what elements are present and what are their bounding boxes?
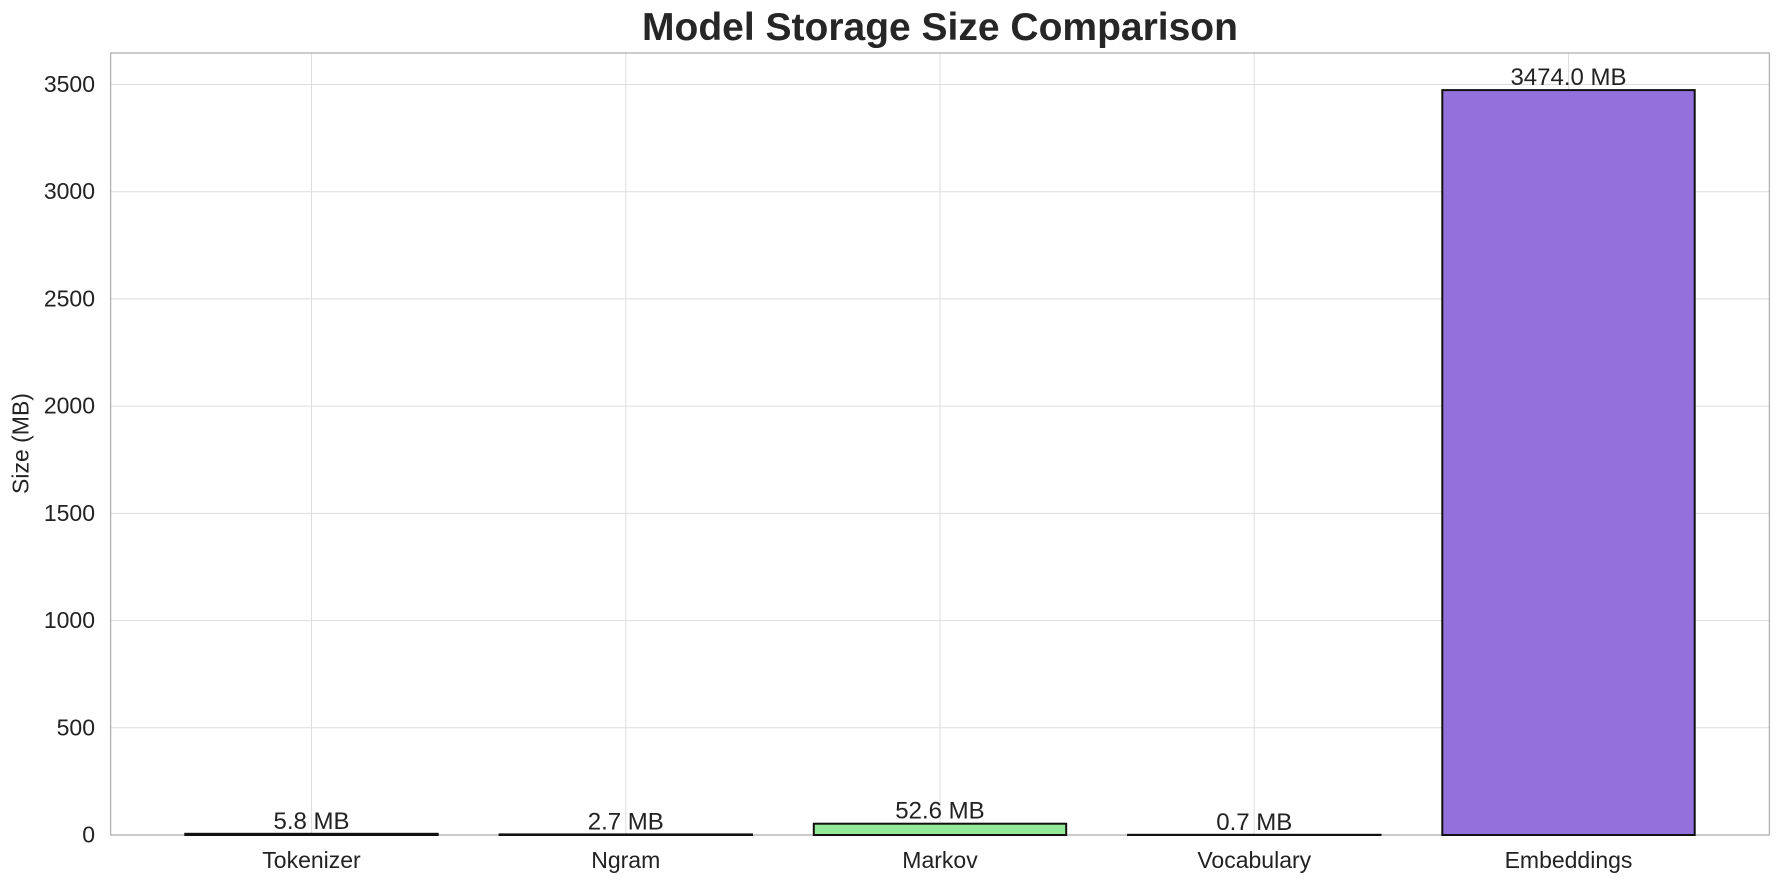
svg-text:0: 0	[82, 822, 95, 848]
svg-text:Ngram: Ngram	[591, 847, 660, 873]
svg-text:1000: 1000	[44, 607, 95, 633]
svg-text:52.6 MB: 52.6 MB	[895, 798, 984, 825]
svg-text:Embeddings: Embeddings	[1505, 847, 1633, 873]
svg-text:Vocabulary: Vocabulary	[1197, 847, 1311, 873]
svg-text:3000: 3000	[44, 178, 95, 204]
svg-text:1500: 1500	[44, 500, 95, 526]
svg-text:5.8 MB: 5.8 MB	[273, 808, 349, 835]
svg-text:3500: 3500	[44, 71, 95, 97]
svg-text:0.7 MB: 0.7 MB	[1216, 809, 1292, 836]
svg-text:2000: 2000	[44, 393, 95, 419]
svg-text:3474.0 MB: 3474.0 MB	[1510, 64, 1626, 91]
svg-text:Tokenizer: Tokenizer	[262, 847, 361, 873]
svg-text:2.7 MB: 2.7 MB	[588, 808, 664, 835]
svg-text:2500: 2500	[44, 285, 95, 311]
svg-text:500: 500	[57, 714, 95, 740]
svg-text:Markov: Markov	[902, 847, 978, 873]
